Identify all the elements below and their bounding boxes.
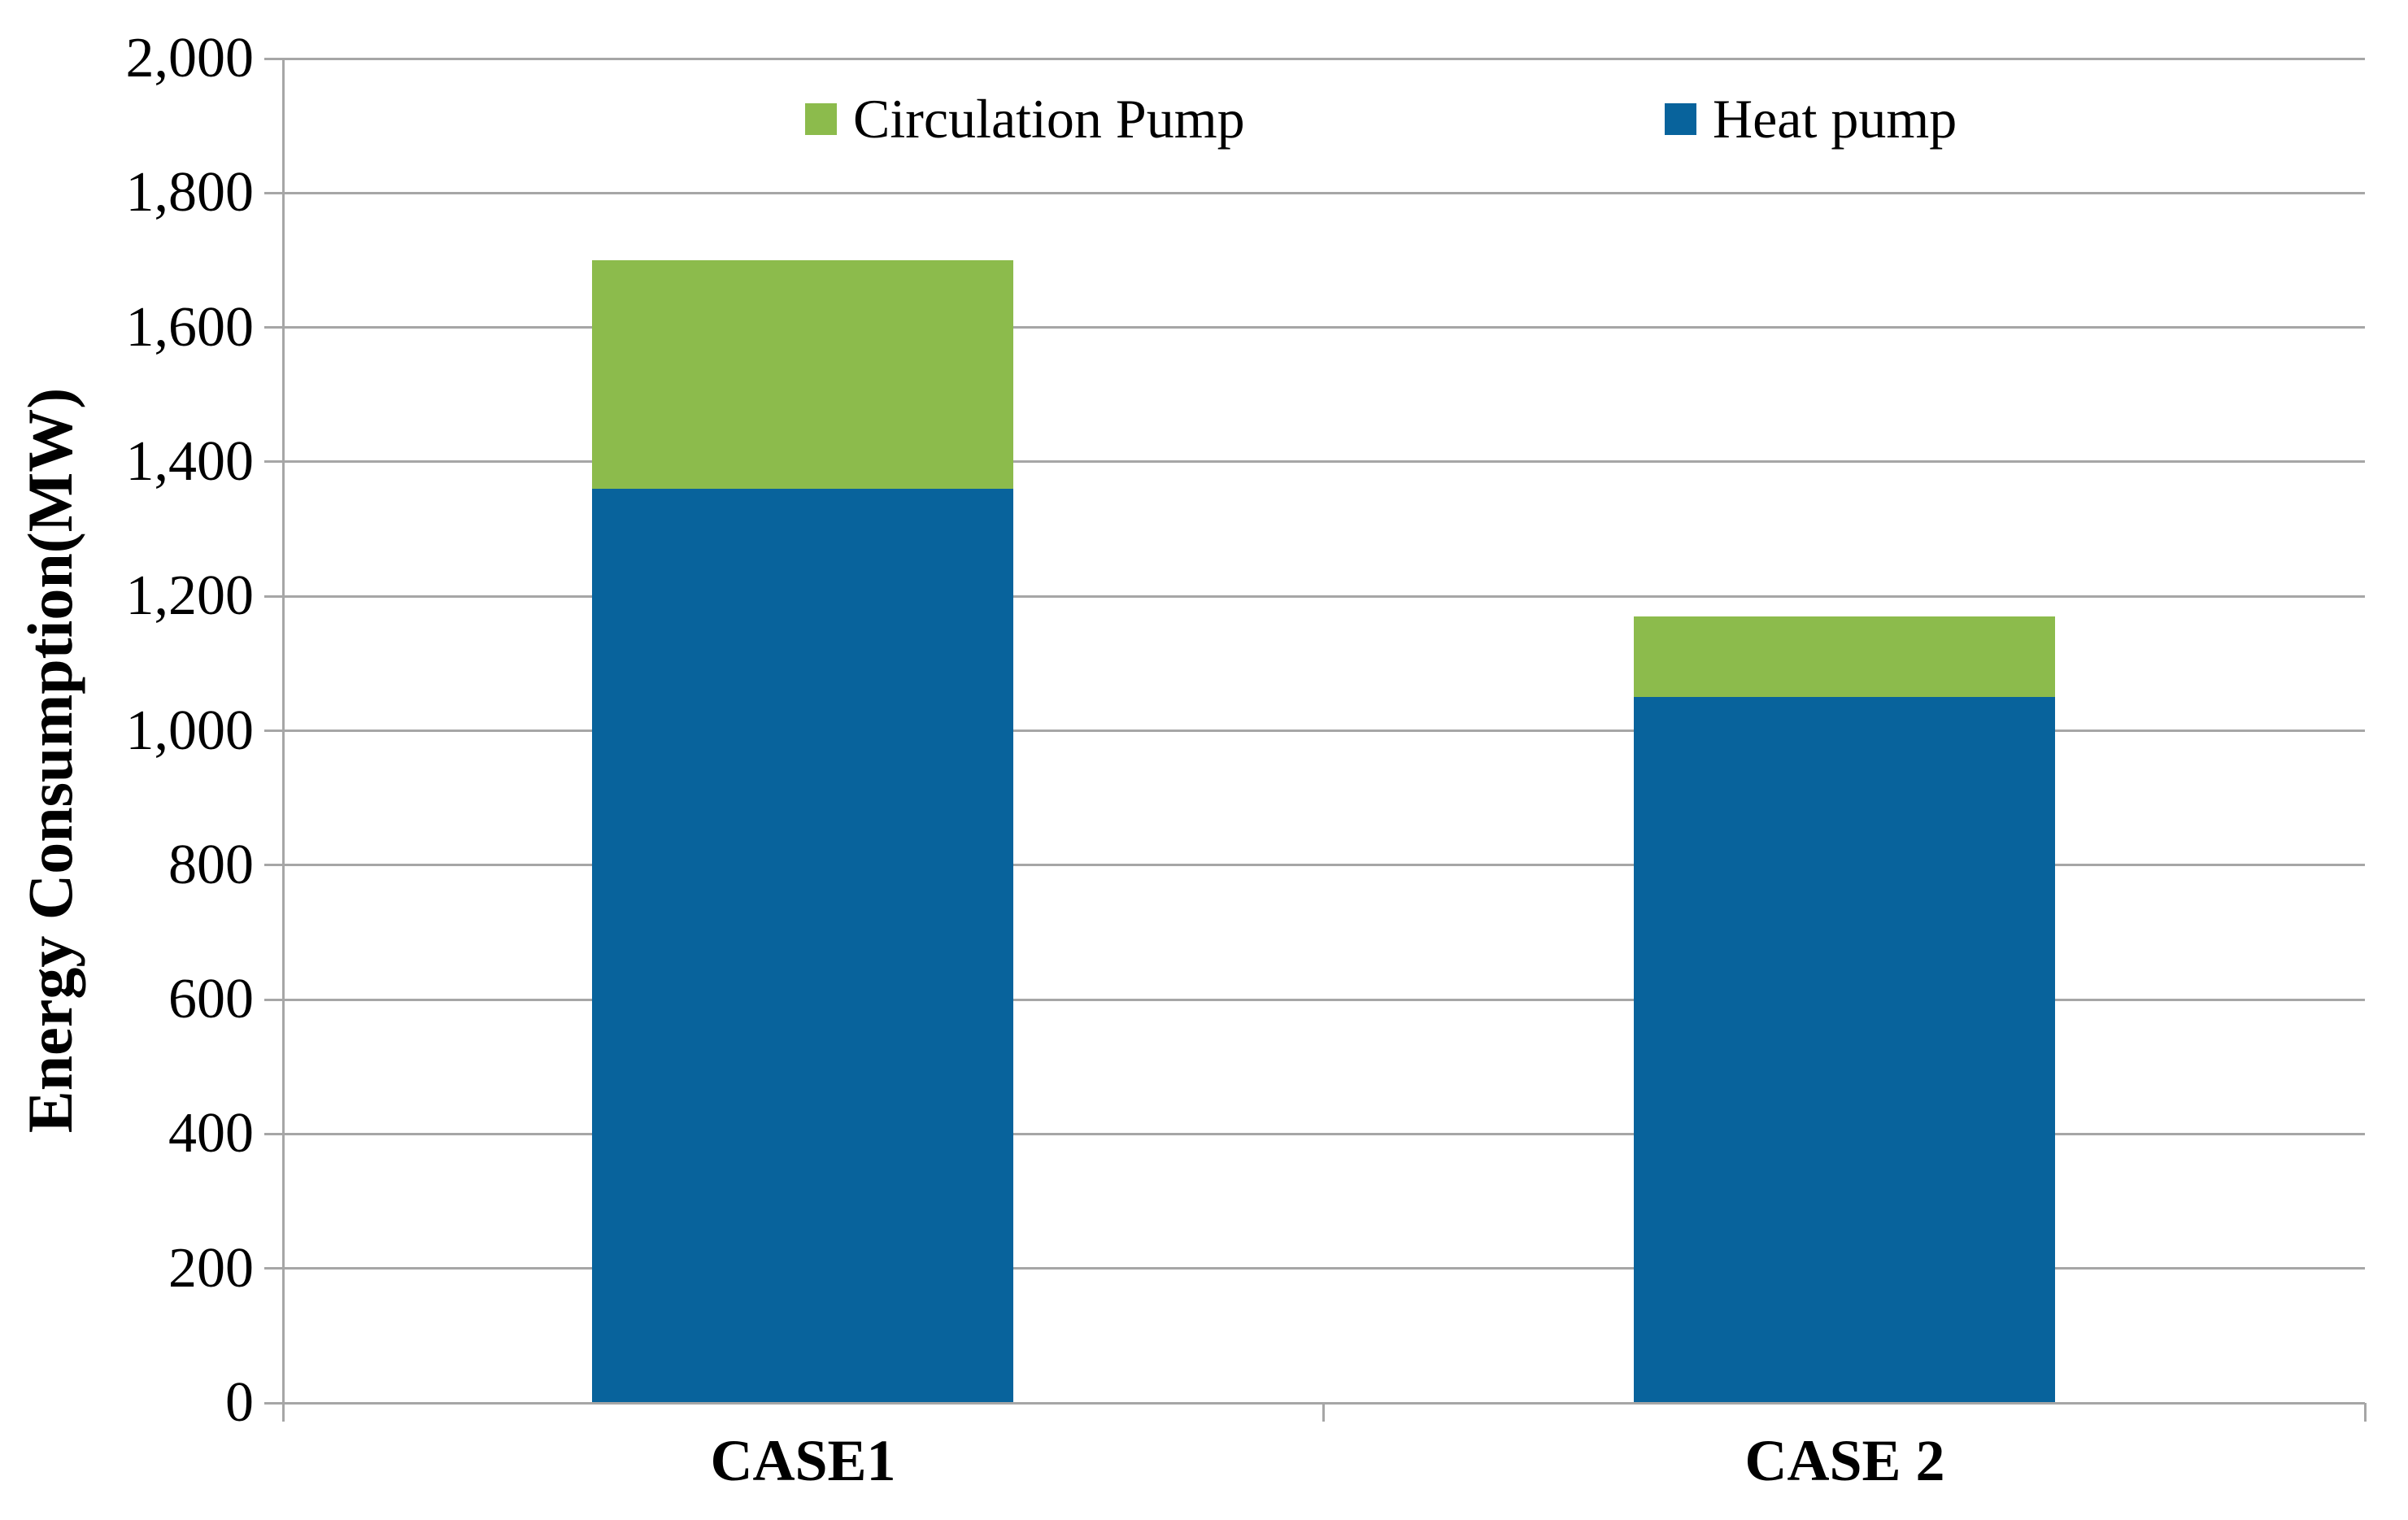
y-tick-label-2-000: 2,000 (125, 27, 255, 89)
x-axis-tick (2363, 1403, 2367, 1422)
y-tick-label-1-600: 1,600 (125, 295, 255, 359)
y-axis-tick (264, 594, 282, 598)
plot-area (264, 57, 2367, 1422)
bar-column-case1 (592, 59, 1014, 1403)
y-axis-tick (264, 191, 282, 194)
legend-swatch-heat-pump (1665, 102, 1696, 135)
y-tick-label-400: 400 (168, 1102, 254, 1165)
y-axis-line (282, 59, 285, 1422)
gridline (282, 864, 2365, 867)
bar-segment-case-2-heat-pump (1633, 697, 2055, 1403)
bar-segment-case-2-circulation-pump (1633, 616, 2055, 698)
y-axis-tick (264, 864, 282, 867)
bar-column-case-2 (1633, 59, 2055, 1403)
legend-swatch-circulation-pump (805, 102, 837, 135)
legend-label-circulation-pump: Circulation Pump (853, 88, 1245, 150)
y-tick-label-800: 800 (168, 833, 254, 896)
x-axis-label-case2: CASE 2 (1744, 1428, 1945, 1493)
gridline (282, 57, 2365, 60)
y-tick-label-1-400: 1,400 (125, 429, 255, 493)
y-axis-tick (264, 730, 282, 732)
bar-segment-case1-circulation-pump (592, 259, 1014, 489)
bar-segment-case1-heat-pump (592, 488, 1014, 1403)
y-tick-label-1-200: 1,200 (125, 564, 255, 628)
y-tick-label-1-000: 1,000 (125, 699, 255, 762)
y-tick-label-200: 200 (168, 1236, 254, 1300)
gridline (282, 1132, 2365, 1135)
x-axis-tick (1322, 1403, 1325, 1422)
legend-item-circulation-pump: Circulation Pump (805, 91, 1245, 146)
y-tick-label-600: 600 (168, 968, 254, 1031)
y-axis-tick (264, 1267, 282, 1270)
y-axis-tick (264, 460, 282, 464)
y-axis-tick (264, 998, 282, 1001)
y-axis-tick (264, 57, 282, 60)
gridline (282, 460, 2365, 464)
legend-item-heat-pump: Heat pump (1665, 91, 1957, 146)
y-axis-tick (264, 326, 282, 329)
y-tick-label-0: 0 (225, 1371, 254, 1434)
y-axis-tick (264, 1132, 282, 1135)
gridline (282, 1267, 2365, 1270)
y-tick-label-1-800: 1,800 (125, 161, 255, 224)
y-axis-tick (264, 1401, 282, 1405)
gridline (282, 594, 2365, 598)
gridline (282, 191, 2365, 194)
gridline (282, 326, 2365, 329)
x-axis-label-case1: CASE1 (710, 1428, 896, 1493)
gridline (282, 730, 2365, 732)
legend-label-heat-pump: Heat pump (1713, 88, 1957, 150)
gridline (282, 998, 2365, 1001)
